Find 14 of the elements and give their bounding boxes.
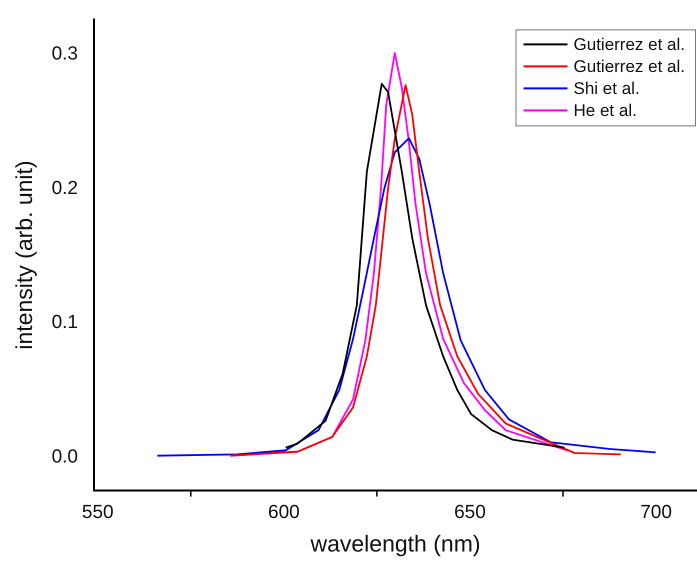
legend-label: Gutierrez et al.	[574, 57, 686, 76]
legend-label: He et al.	[574, 101, 637, 120]
x-tick-label: 600	[268, 502, 300, 524]
x-tick-label: 700	[640, 502, 672, 524]
x-axis-title: wavelength (nm)	[309, 530, 481, 557]
y-tick-label: 0.2	[52, 178, 78, 199]
legend-label: Shi et al.	[574, 79, 640, 98]
legend-label: Gutierrez et al.	[574, 35, 686, 54]
y-tick-label: 0.0	[52, 446, 78, 468]
y-axis-title: intensity (arb. unit)	[11, 160, 38, 350]
x-tick-label: 550	[82, 502, 114, 524]
y-tick-label: 0.1	[52, 312, 78, 334]
x-tick-label: 650	[454, 502, 486, 524]
y-tick-label: 0.3	[52, 44, 78, 65]
